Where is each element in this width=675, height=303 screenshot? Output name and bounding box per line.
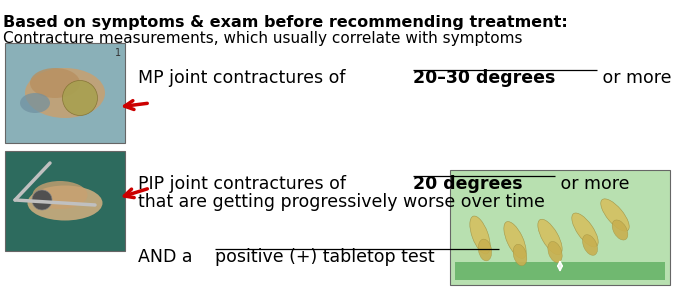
Text: AND a: AND a (138, 248, 198, 266)
FancyBboxPatch shape (450, 170, 670, 285)
FancyBboxPatch shape (455, 262, 665, 280)
Text: PIP joint contractures of: PIP joint contractures of (138, 175, 352, 193)
Text: 1: 1 (115, 48, 121, 58)
Ellipse shape (513, 244, 527, 266)
Ellipse shape (28, 185, 103, 221)
Ellipse shape (612, 220, 628, 240)
FancyBboxPatch shape (5, 151, 125, 251)
Text: positive (+) tabletop test: positive (+) tabletop test (215, 248, 435, 266)
Text: or more: or more (555, 175, 629, 193)
Ellipse shape (479, 239, 491, 261)
Circle shape (32, 190, 52, 210)
FancyBboxPatch shape (5, 43, 125, 143)
Text: that are getting progressively worse over time: that are getting progressively worse ove… (138, 193, 545, 211)
Ellipse shape (63, 81, 97, 115)
Ellipse shape (583, 235, 597, 255)
Text: MP joint contractures of: MP joint contractures of (138, 69, 351, 87)
Text: Contracture measurements, which usually correlate with symptoms: Contracture measurements, which usually … (3, 31, 522, 46)
Text: or more: or more (597, 69, 671, 87)
Ellipse shape (572, 213, 598, 247)
Ellipse shape (20, 93, 50, 113)
Ellipse shape (32, 181, 88, 209)
Text: 20 degrees: 20 degrees (414, 175, 523, 193)
Ellipse shape (601, 199, 629, 231)
Ellipse shape (548, 241, 562, 263)
Text: Based on symptoms & exam before recommending treatment:: Based on symptoms & exam before recommen… (3, 15, 568, 30)
Ellipse shape (470, 216, 490, 254)
Ellipse shape (538, 219, 562, 255)
Ellipse shape (504, 221, 526, 258)
Ellipse shape (30, 68, 80, 98)
Ellipse shape (25, 68, 105, 118)
Text: 20–30 degrees: 20–30 degrees (413, 69, 556, 87)
